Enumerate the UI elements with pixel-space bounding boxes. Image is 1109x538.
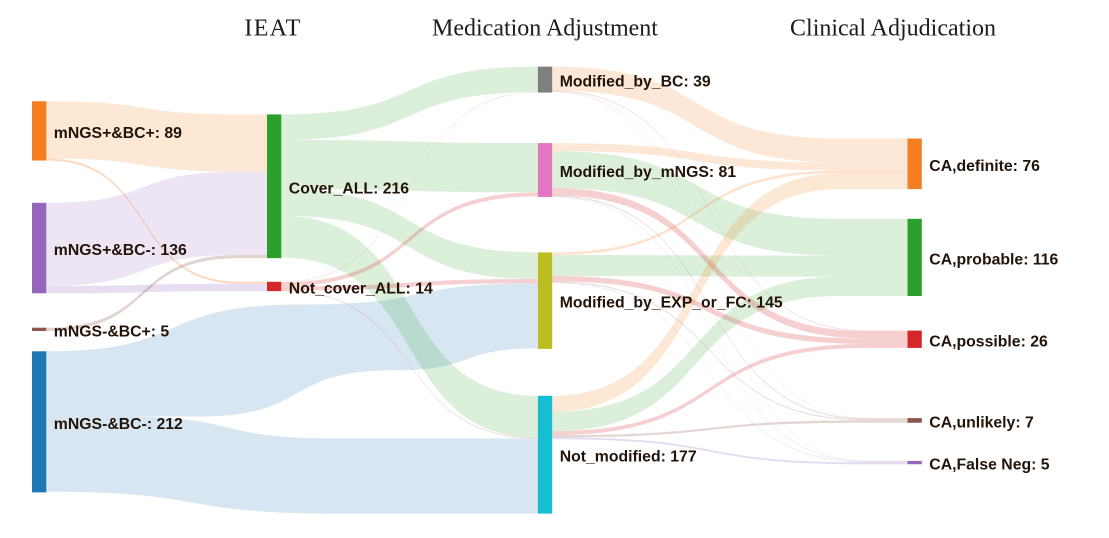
svg-text:Not_cover_ALL: 14: Not_cover_ALL: 14 [289,281,433,298]
svg-text:mNGS+&BC-: 136: mNGS+&BC-: 136 [54,242,187,259]
svg-text:CA,False Neg: 5: CA,False Neg: 5 [929,457,1049,474]
svg-text:mNGS+&BC+: 89: mNGS+&BC+: 89 [54,125,182,142]
svg-text:CA,probable: 116: CA,probable: 116 [929,251,1058,268]
svg-text:Medication Adjustment: Medication Adjustment [432,16,658,42]
svg-text:IEAT: IEAT [244,16,301,42]
svg-text:Clinical Adjudication: Clinical Adjudication [790,16,996,42]
svg-text:mNGS-&BC+: 5: mNGS-&BC+: 5 [54,323,170,340]
svg-text:Cover_ALL: 216: Cover_ALL: 216 [289,180,409,197]
svg-text:CA,unlikely: 7: CA,unlikely: 7 [929,414,1034,431]
svg-text:CA,definite: 76: CA,definite: 76 [929,158,1040,175]
svg-text:Modified_by_EXP_or_FC: 145: Modified_by_EXP_or_FC: 145 [560,295,783,312]
svg-text:Not_modified: 177: Not_modified: 177 [560,449,697,466]
svg-text:Modified_by_BC: 39: Modified_by_BC: 39 [560,74,711,91]
svg-text:CA,possible: 26: CA,possible: 26 [929,333,1048,350]
svg-text:Modified_by_mNGS: 81: Modified_by_mNGS: 81 [560,164,737,181]
svg-text:mNGS-&BC-: 212: mNGS-&BC-: 212 [54,416,183,433]
